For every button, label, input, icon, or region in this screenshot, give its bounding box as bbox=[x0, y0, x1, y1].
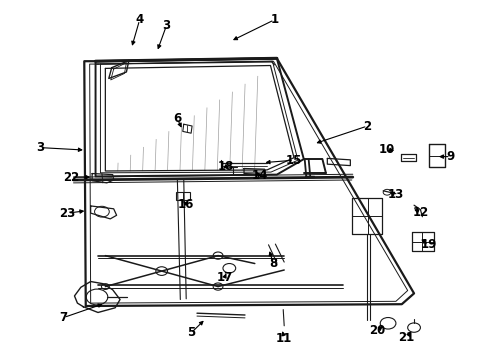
Text: 7: 7 bbox=[60, 311, 68, 324]
Text: 5: 5 bbox=[187, 327, 195, 339]
Text: 9: 9 bbox=[447, 150, 455, 163]
Text: 22: 22 bbox=[63, 171, 79, 184]
Text: 2: 2 bbox=[364, 120, 371, 132]
Text: 1: 1 bbox=[270, 13, 278, 26]
Text: 12: 12 bbox=[412, 206, 429, 219]
Text: 16: 16 bbox=[178, 198, 195, 211]
Text: 8: 8 bbox=[270, 257, 277, 270]
Text: 18: 18 bbox=[217, 160, 234, 173]
Text: 14: 14 bbox=[251, 169, 268, 182]
Text: 20: 20 bbox=[369, 324, 386, 337]
Text: 15: 15 bbox=[286, 154, 302, 167]
Text: 13: 13 bbox=[388, 188, 404, 201]
Text: 17: 17 bbox=[216, 271, 233, 284]
Text: 3: 3 bbox=[36, 141, 44, 154]
Text: 21: 21 bbox=[398, 331, 415, 344]
Text: 6: 6 bbox=[173, 112, 181, 125]
Text: 19: 19 bbox=[420, 238, 437, 251]
Text: 3: 3 bbox=[163, 19, 171, 32]
Text: 23: 23 bbox=[59, 207, 76, 220]
Text: 10: 10 bbox=[379, 143, 395, 156]
Text: 11: 11 bbox=[276, 332, 293, 345]
Text: 4: 4 bbox=[136, 13, 144, 26]
